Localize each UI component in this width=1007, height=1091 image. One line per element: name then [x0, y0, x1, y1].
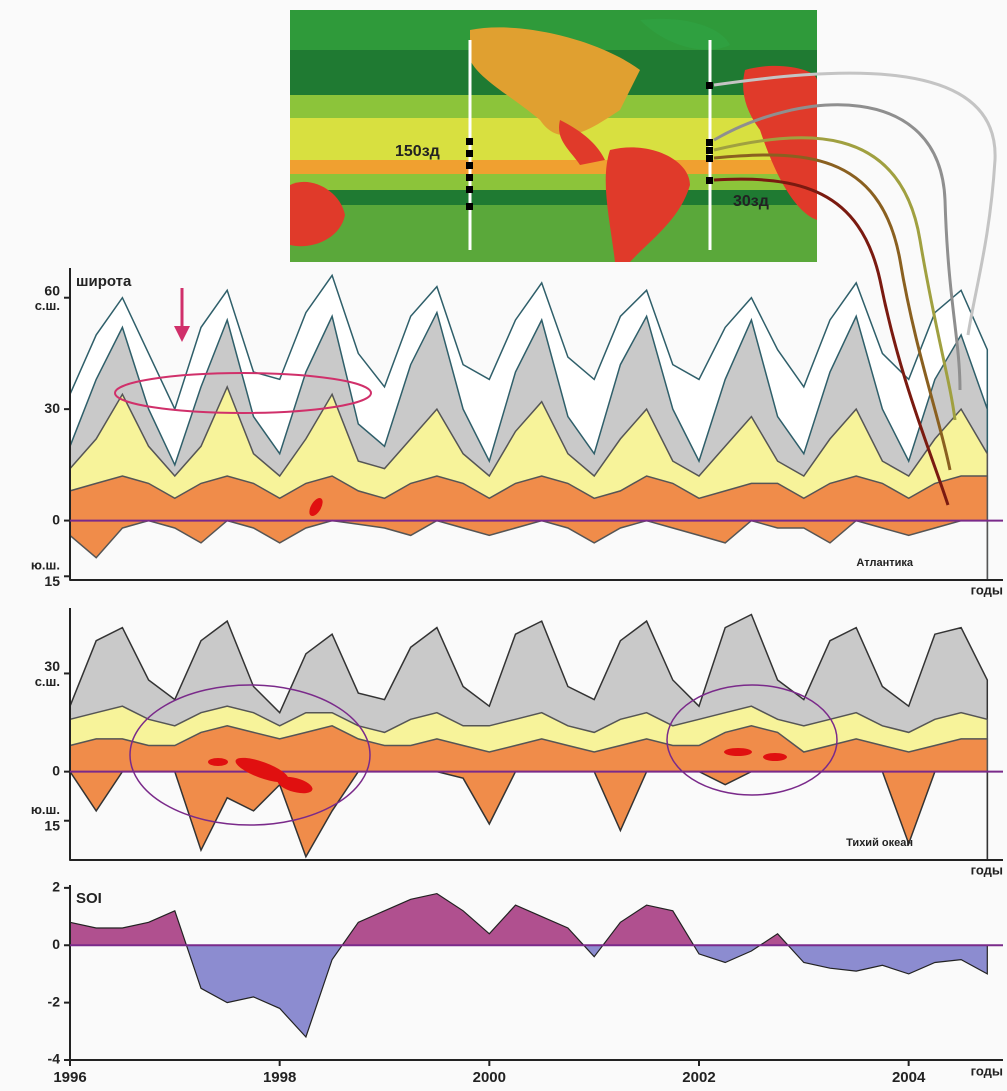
y-axis-label: SOI — [76, 890, 102, 907]
page: 150зд 30зд 60с.ш.30015ю.ш.широтаАтлантик… — [0, 0, 1007, 1086]
x-axis-label: годы — [971, 1063, 1003, 1078]
soi-area — [70, 894, 987, 1037]
y-tick-label: 30 — [44, 658, 60, 674]
x-axis-label: годы — [971, 582, 1003, 597]
hemisphere-label: ю.ш. — [31, 558, 60, 573]
map-band — [290, 160, 817, 174]
map-label: 30зд — [733, 193, 769, 210]
hemisphere-label: ю.ш. — [31, 802, 60, 817]
y-tick-label: 30 — [44, 400, 60, 416]
x-axis-label: годы — [971, 862, 1003, 877]
figure: 150зд 30зд 60с.ш.30015ю.ш.широтаАтлантик… — [0, 0, 1007, 1086]
panel: 60с.ш. 30 0 15ю.ш. широта Атлантика годы — [31, 268, 1003, 597]
map-band — [290, 205, 817, 262]
x-tick-label: 1996 — [53, 1069, 86, 1086]
map: 150зд 30зд — [290, 10, 817, 262]
hemisphere-label: с.ш. — [35, 674, 60, 689]
panel-annotation: Тихий океан — [846, 837, 913, 849]
y-tick-label: 15 — [44, 573, 60, 589]
y-tick-label: 0 — [52, 762, 60, 778]
y-tick-label: 60 — [44, 282, 60, 298]
x-tick-label: 2000 — [473, 1069, 506, 1086]
y-axis-label: широта — [76, 273, 132, 290]
x-tick-label: 2004 — [892, 1069, 926, 1086]
y-tick-label: 0 — [52, 511, 60, 527]
y-tick-label: 15 — [44, 817, 60, 833]
panel: 30с.ш. 0 15ю.ш. Тихий океан годы — [31, 608, 1003, 877]
plots: 60с.ш.30015ю.ш.широтаАтлантикагоды30с.ш.… — [31, 268, 1003, 1086]
panel-annotation: Атлантика — [856, 557, 913, 569]
y-tick-label: -4 — [48, 1051, 61, 1067]
map-label: 150зд — [395, 143, 440, 160]
x-tick-label: 1998 — [263, 1069, 296, 1086]
y-tick-label: 2 — [52, 879, 60, 895]
panel: 2 0 -2 -4 1996 1998 2000 2002 2004 SOI годы — [48, 879, 1003, 1086]
x-tick-label: 2002 — [682, 1069, 715, 1086]
hemisphere-label: с.ш. — [35, 298, 60, 313]
y-tick-label: 0 — [52, 936, 60, 952]
y-tick-label: -2 — [48, 993, 61, 1009]
